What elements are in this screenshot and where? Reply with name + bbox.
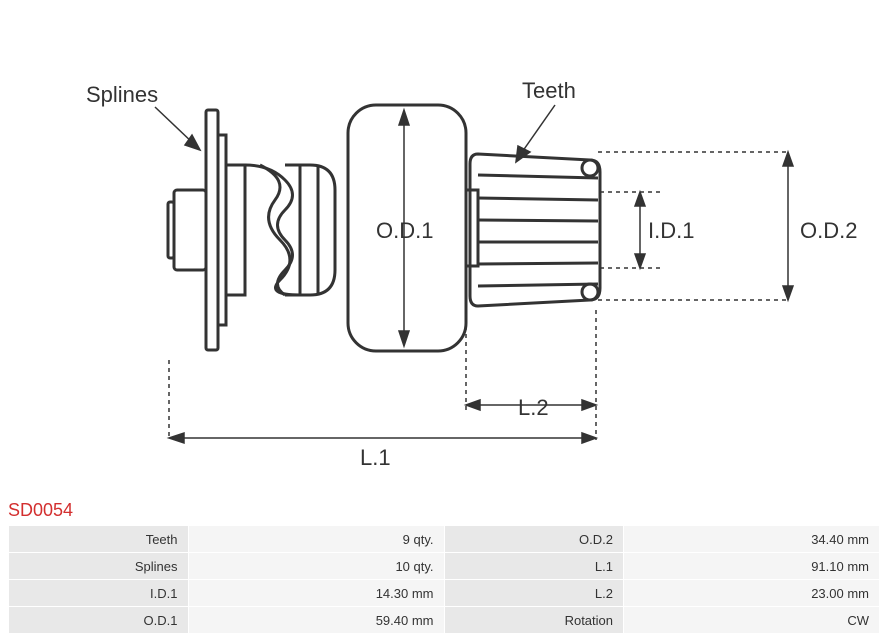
l1-dim-label: L.1 (360, 445, 391, 471)
spec-label-l1: L.1 (445, 553, 624, 579)
spec-value-rotation: CW (624, 607, 879, 633)
spec-label-splines: Splines (9, 553, 188, 579)
spec-label-rotation: Rotation (445, 607, 624, 633)
spec-label-l2: L.2 (445, 580, 624, 606)
spec-label-id1: I.D.1 (9, 580, 188, 606)
spec-value-id1: 14.30 mm (189, 580, 444, 606)
spec-value-l2: 23.00 mm (624, 580, 879, 606)
spec-table: Teeth 9 qty. O.D.2 34.40 mm Splines 10 q… (8, 525, 880, 634)
l2-dim-label: L.2 (518, 395, 549, 421)
part-number: SD0054 (8, 500, 73, 521)
spec-value-l1: 91.10 mm (624, 553, 879, 579)
table-row: Splines 10 qty. L.1 91.10 mm (9, 553, 879, 579)
od2-dim-label: O.D.2 (800, 218, 857, 244)
part-drawing (0, 0, 889, 490)
spec-value-od1: 59.40 mm (189, 607, 444, 633)
technical-diagram: Splines Teeth O.D.1 I.D.1 O.D.2 L.1 L.2 (0, 0, 889, 490)
table-row: Teeth 9 qty. O.D.2 34.40 mm (9, 526, 879, 552)
spec-value-teeth: 9 qty. (189, 526, 444, 552)
id1-dim-label: I.D.1 (648, 218, 694, 244)
od1-dim-label: O.D.1 (376, 218, 433, 244)
spec-label-od2: O.D.2 (445, 526, 624, 552)
splines-label: Splines (86, 82, 158, 108)
table-row: I.D.1 14.30 mm L.2 23.00 mm (9, 580, 879, 606)
table-row: O.D.1 59.40 mm Rotation CW (9, 607, 879, 633)
spec-label-od1: O.D.1 (9, 607, 188, 633)
spec-value-splines: 10 qty. (189, 553, 444, 579)
teeth-label: Teeth (522, 78, 576, 104)
spec-value-od2: 34.40 mm (624, 526, 879, 552)
spec-label-teeth: Teeth (9, 526, 188, 552)
